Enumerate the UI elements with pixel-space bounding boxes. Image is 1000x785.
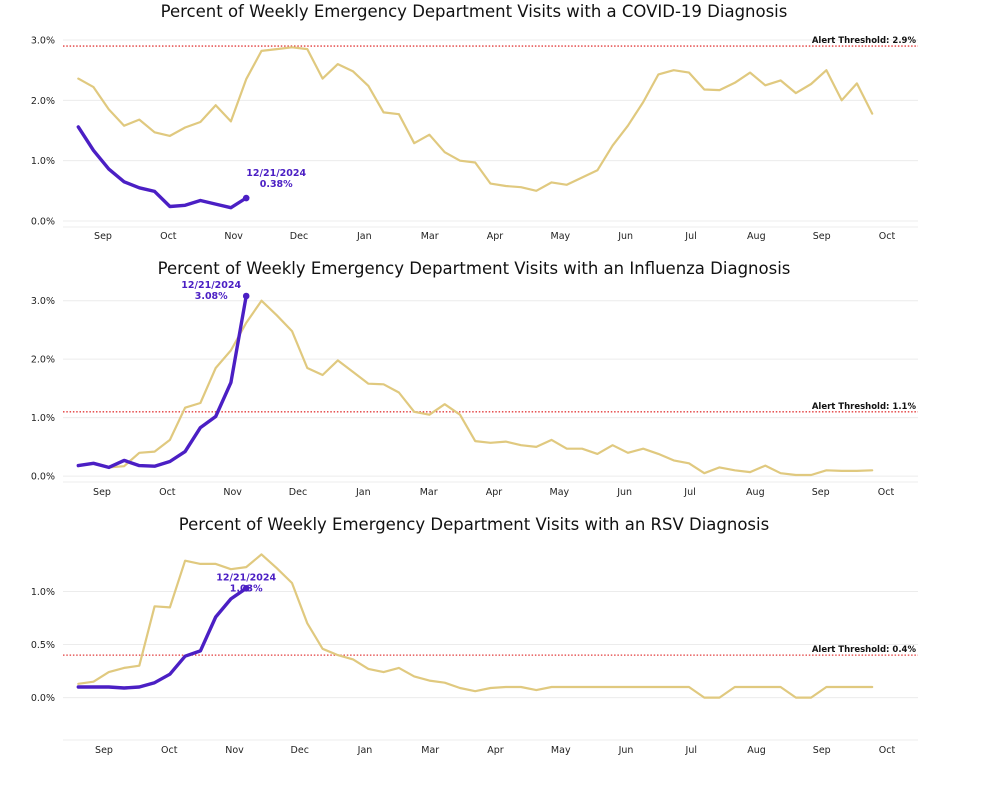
x-tick-label: Sep [813,231,831,242]
x-tick-label: Apr [487,745,504,756]
chart-panel-1: Percent of Weekly Emergency Department V… [31,2,918,242]
x-tick-label: Sep [95,745,113,756]
latest-point-marker[interactable] [242,194,250,202]
y-tick-label: 3.0% [31,36,55,47]
current-season-line [76,294,248,470]
current-season-line [76,586,248,690]
chart-title: Percent of Weekly Emergency Department V… [179,515,769,534]
y-tick-label: 2.0% [31,96,55,107]
x-tick-label: Aug [746,487,765,498]
latest-date-annotation: 12/21/2024 [216,572,276,583]
y-tick-label: 0.5% [31,640,55,651]
alert-threshold-label: Alert Threshold: 0.4% [812,645,917,655]
latest-value-annotation: 1.03% [230,583,263,594]
x-tick-label: Dec [289,487,307,498]
x-tick-label: Jun [616,487,632,498]
y-tick-label: 0.0% [31,693,55,704]
x-tick-label: Oct [160,231,177,242]
alert-threshold-label: Alert Threshold: 1.1% [812,402,917,412]
x-tick-label: Oct [878,487,895,498]
x-tick-label: Nov [224,231,243,242]
x-tick-label: Oct [879,745,896,756]
x-tick-label: Dec [291,745,309,756]
x-tick-label: Nov [225,745,244,756]
y-tick-label: 0.0% [31,216,55,227]
current-season-line [76,125,248,210]
y-tick-label: 1.0% [31,413,55,424]
x-tick-label: Jun [617,231,633,242]
x-tick-label: Nov [223,487,242,498]
y-tick-label: 1.0% [31,587,55,598]
x-tick-label: Jul [684,231,696,242]
latest-date-annotation: 12/21/2024 [246,168,306,179]
prior-season-line [77,46,874,192]
x-tick-label: Jan [356,231,372,242]
chart-panel-2: Percent of Weekly Emergency Department V… [31,259,918,498]
x-tick-label: May [550,487,570,498]
x-tick-label: Jul [683,487,695,498]
x-tick-label: Aug [747,231,766,242]
x-tick-label: Sep [93,487,111,498]
x-tick-label: Oct [879,231,896,242]
alert-threshold-label: Alert Threshold: 2.9% [812,36,917,46]
x-tick-label: Mar [421,231,439,242]
y-tick-label: 0.0% [31,472,55,483]
prior-season-line [77,299,874,477]
y-tick-label: 2.0% [31,355,55,366]
latest-value-annotation: 3.08% [195,291,228,302]
x-tick-label: May [551,745,571,756]
prior-season-line [77,553,874,699]
y-tick-label: 1.0% [31,156,55,167]
x-tick-label: Oct [159,487,176,498]
x-tick-label: Jan [355,487,371,498]
x-tick-label: Oct [161,745,178,756]
x-tick-label: Jan [357,745,373,756]
x-tick-label: May [551,231,571,242]
latest-date-annotation: 12/21/2024 [181,280,241,291]
x-tick-label: Jul [685,745,697,756]
latest-point-marker[interactable] [242,585,250,592]
x-tick-label: Sep [813,745,831,756]
x-tick-label: Mar [420,487,438,498]
latest-point-marker[interactable] [242,292,250,300]
y-tick-label: 3.0% [31,296,55,307]
x-tick-label: Sep [812,487,830,498]
chart-title: Percent of Weekly Emergency Department V… [158,259,791,278]
x-tick-label: Apr [487,231,504,242]
x-tick-label: Aug [747,745,766,756]
chart-title: Percent of Weekly Emergency Department V… [161,2,788,21]
x-tick-label: Jun [618,745,634,756]
x-tick-label: Mar [421,745,439,756]
x-tick-label: Dec [290,231,308,242]
x-tick-label: Apr [486,487,503,498]
latest-value-annotation: 0.38% [260,179,293,190]
chart-panel-3: Percent of Weekly Emergency Department V… [31,515,918,756]
x-tick-label: Sep [94,231,112,242]
